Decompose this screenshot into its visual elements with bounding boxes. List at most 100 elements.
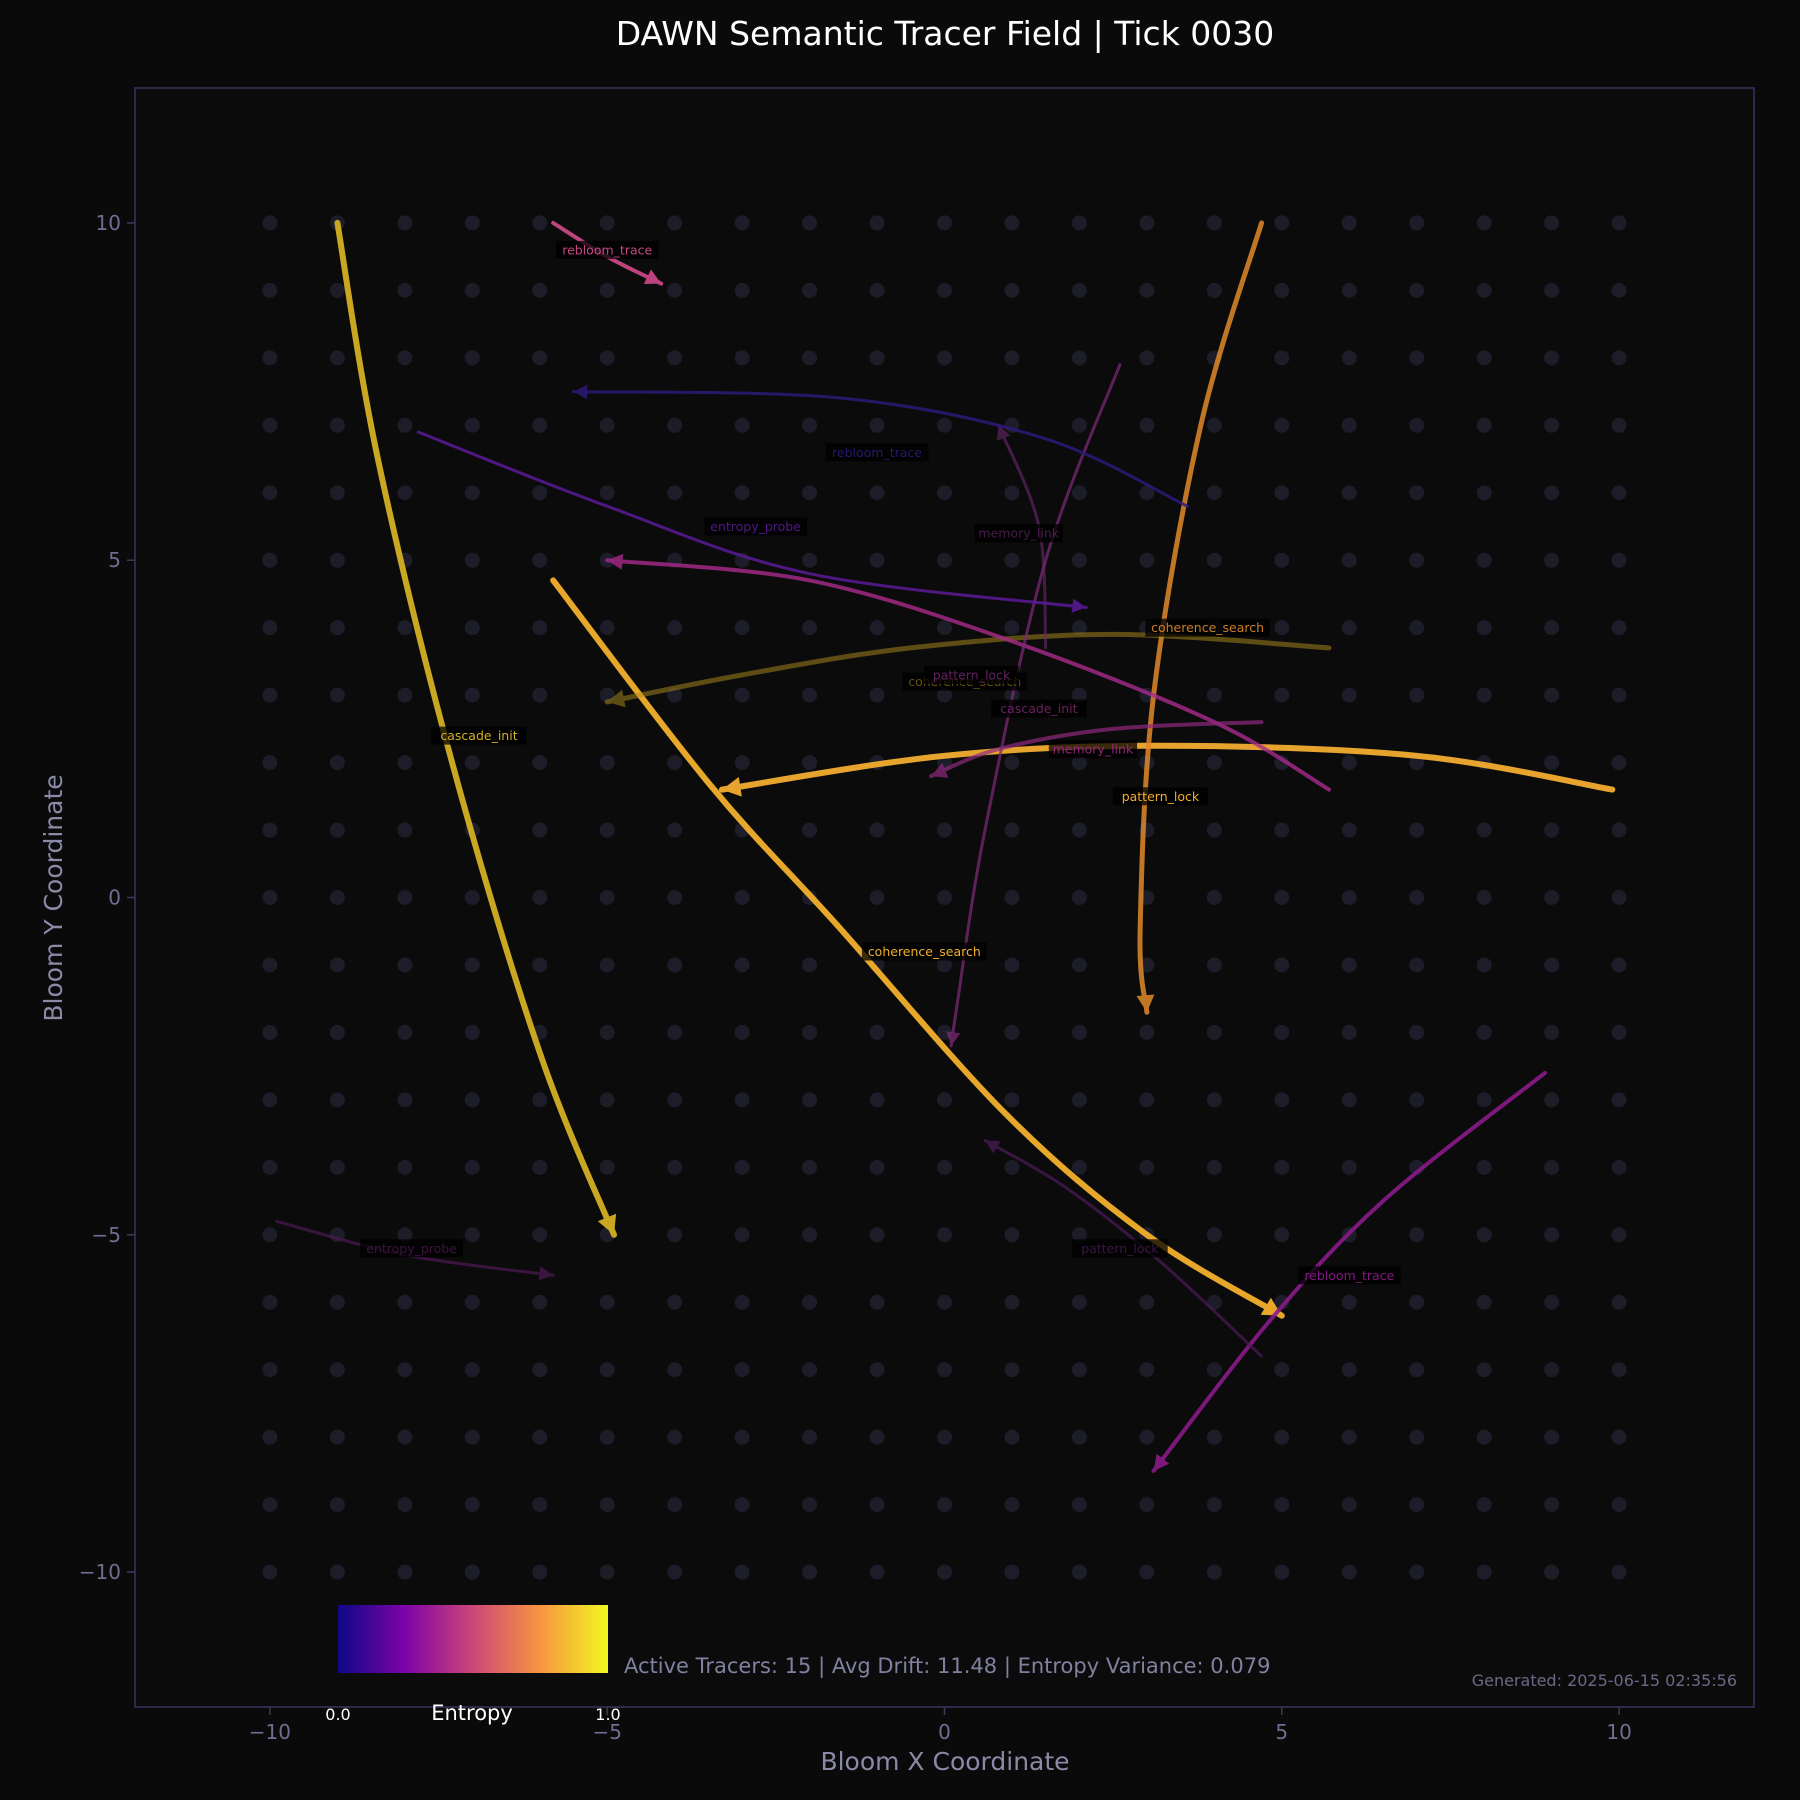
x-tick-label: 10	[1606, 1720, 1631, 1744]
tracer-arrowhead	[607, 553, 624, 570]
grid-dot	[1071, 687, 1087, 703]
grid-dot	[1341, 1159, 1357, 1175]
grid-dot	[464, 1227, 480, 1243]
grid-dot	[667, 1497, 683, 1513]
tracer-label-box	[555, 240, 659, 259]
grid-dot	[1409, 890, 1425, 905]
y-axis-label: Bloom Y Coordinate	[39, 774, 68, 1021]
tracer-label: cascade_init	[991, 699, 1087, 718]
grid-dot	[397, 620, 413, 636]
grid-dot	[1476, 822, 1492, 838]
grid-dot	[397, 957, 413, 973]
grid-dot	[1611, 215, 1627, 231]
tracer-entropy-probe	[416, 430, 1088, 613]
tracer-label: rebloom_trace	[555, 240, 659, 259]
grid-dot	[1476, 1294, 1492, 1310]
grid-dot	[667, 957, 683, 973]
grid-dot	[532, 1227, 548, 1243]
grid-dot	[937, 215, 952, 231]
grid-dot	[1409, 350, 1425, 366]
grid-dot	[667, 350, 683, 366]
generated-timestamp: Generated: 2025-06-15 02:35:56	[1472, 1671, 1737, 1690]
grid-dot	[532, 215, 548, 231]
grid-dot	[1409, 417, 1425, 433]
tracer-label: rebloom_trace	[1297, 1266, 1401, 1285]
tracer-arrowhead	[985, 1140, 1001, 1154]
grid-dot	[262, 1159, 278, 1175]
grid-dot	[1409, 1362, 1425, 1378]
tracer-label-text: entropy_probe	[366, 1241, 457, 1256]
grid-dot	[1004, 890, 1020, 905]
grid-dot	[1071, 1159, 1087, 1175]
grid-dot	[869, 1564, 885, 1580]
grid-dot	[1274, 1362, 1290, 1378]
grid-dot	[329, 1024, 345, 1040]
grid-dot	[1004, 1227, 1020, 1243]
grid-dot	[1071, 552, 1087, 568]
grid-dot	[734, 1227, 750, 1243]
grid-dot	[1341, 957, 1357, 973]
grid-dot	[532, 1092, 548, 1108]
grid-dot	[1544, 620, 1560, 636]
grid-dot	[464, 1429, 480, 1445]
grid-dot	[937, 1429, 952, 1445]
grid-dot	[1409, 485, 1425, 501]
grid-dot	[1206, 1092, 1222, 1108]
grid-dot	[802, 282, 818, 298]
tracer-path	[1151, 1070, 1547, 1473]
tracer-label-text: memory_link	[1053, 742, 1134, 757]
grid-dot	[464, 417, 480, 433]
grid-dot	[599, 1429, 615, 1445]
grid-dot	[1341, 1497, 1357, 1513]
grid-dot	[1544, 350, 1560, 366]
tracer-label-text: rebloom_trace	[832, 445, 922, 460]
grid-dot	[869, 282, 885, 298]
grid-dot	[329, 552, 345, 568]
grid-dot	[1071, 822, 1087, 838]
grid-dot	[1206, 957, 1222, 973]
grid-dot	[1611, 687, 1627, 703]
grid-dot	[734, 687, 750, 703]
grid-dot	[1071, 620, 1087, 636]
grid-dot	[1139, 552, 1155, 568]
grid-dot	[397, 755, 413, 771]
grid-dot	[262, 1362, 278, 1378]
grid-dot	[262, 1092, 278, 1108]
grid-dot	[1206, 417, 1222, 433]
tracer-arrowhead	[643, 269, 662, 284]
grid-dot	[667, 1092, 683, 1108]
grid-dot	[802, 485, 818, 501]
grid-dot	[397, 1294, 413, 1310]
grid-dot	[667, 1227, 683, 1243]
tracer-label-box	[825, 443, 929, 462]
grid-dot	[1544, 1159, 1560, 1175]
grid-dot	[1274, 1429, 1290, 1445]
grid-dot	[1206, 822, 1222, 838]
grid-dot	[1611, 1429, 1627, 1445]
grid-dot	[599, 1564, 615, 1580]
grid-dot	[532, 417, 548, 433]
grid-dot	[937, 687, 952, 703]
x-tick-label: −10	[249, 1720, 291, 1744]
grid-dot	[937, 822, 952, 838]
grid-dot	[397, 417, 413, 433]
grid-dot	[1476, 215, 1492, 231]
grid-dot	[1341, 620, 1357, 636]
grid-dot	[1274, 1024, 1290, 1040]
grid-dot	[667, 1159, 683, 1175]
grid-dot	[329, 417, 345, 433]
grid-dot	[1476, 1362, 1492, 1378]
grid-dot	[1206, 890, 1222, 905]
tracer-label-text: coherence_search	[1151, 620, 1264, 635]
grid-dot	[1409, 1227, 1425, 1243]
grid-dot	[532, 755, 548, 771]
grid-dot	[262, 890, 278, 905]
tracer-path	[572, 390, 1189, 508]
grid-dot	[1206, 755, 1222, 771]
grid-dot	[667, 620, 683, 636]
grid-dot	[262, 282, 278, 298]
grid-dot	[599, 1294, 615, 1310]
grid-dot	[262, 1497, 278, 1513]
grid-dot	[937, 1362, 952, 1378]
